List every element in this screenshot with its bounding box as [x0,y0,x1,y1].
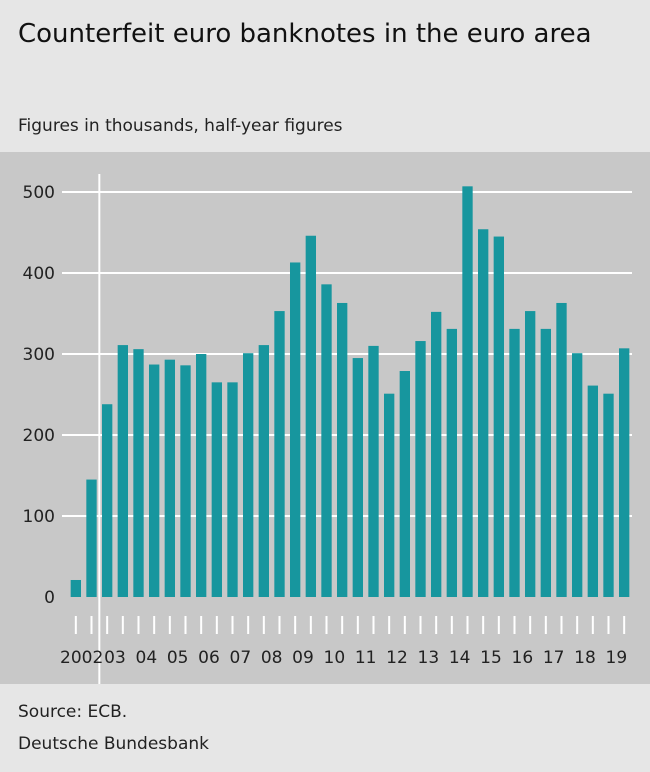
bar-2019-h1 [603,393,614,597]
bar-2010-h1 [321,284,332,597]
bar-2007-h1 [227,382,238,597]
bar-2011-h2 [368,345,379,597]
bar-2015-h2 [493,236,505,598]
bar-2008-h1 [258,345,270,597]
y-tick-label: 100 [23,507,55,527]
bar-2002-h1 [70,579,82,597]
bar-2003-h1 [101,404,113,597]
x-axis-ticks: 2002 03 04 05 06 07 08 09 10 11 12 13 14 15 16 17 18 19 [60,616,627,668]
y-axis-ticks: 0 100 200 300 400 500 [23,183,55,608]
x-tick-label: 13 [418,648,440,668]
bar-2009-h1 [289,262,301,597]
y-tick-label: 0 [44,588,55,608]
chart-subtitle: Figures in thousands, half-year figures [18,116,343,136]
bar-2006-h1 [195,354,207,597]
publisher-name: Deutsche Bundesbank [18,734,209,754]
x-tick-label: 18 [574,648,596,668]
y-tick-label: 500 [23,183,55,203]
bar-2004-h2 [148,364,160,597]
bar-2014-h2 [462,186,473,597]
x-tick-label: 17 [543,648,565,668]
bar-2016-h2 [524,311,536,597]
chart-title: Counterfeit euro banknotes in the euro a… [18,19,592,49]
bar-2012-h1 [383,393,395,597]
y-tick-label: 300 [23,345,55,365]
bar-2007-h2 [242,353,254,597]
bar-2018-h1 [571,353,583,597]
x-tick-label: 11 [355,648,377,668]
bar-2018-h2 [587,385,599,597]
y-tick-label: 400 [23,264,55,284]
bar-2013-h2 [430,311,442,597]
footer: Source: ECB. Deutsche Bundesbank [0,684,650,772]
x-tick-label: 15 [480,648,502,668]
bar-2019-h2 [618,348,630,597]
bar-2005-h2 [180,365,191,597]
bar-2013-h1 [415,341,426,597]
bar-2005-h1 [164,359,176,597]
bar-2016-h1 [509,328,520,597]
x-tick-label: 06 [198,648,220,668]
x-tick-label: 09 [292,648,314,668]
bar-2017-h1 [540,328,552,597]
x-tick-label: 04 [136,648,158,668]
bar-2014-h1 [446,328,458,597]
header: Counterfeit euro banknotes in the euro a… [0,0,650,152]
x-tick-label: 12 [386,648,408,668]
bar-2006-h2 [211,382,223,597]
bar-2015-h1 [477,229,489,597]
bar-2003-h2 [117,345,129,597]
x-tick-label: 14 [449,648,471,668]
bar-2010-h2 [336,302,348,597]
bar-2004-h1 [133,349,144,597]
bar-2009-h2 [305,235,317,597]
bar-series [70,186,630,598]
x-tick-label: 19 [606,648,628,668]
source-note: Source: ECB. [18,702,128,722]
bar-2017-h2 [556,302,567,597]
x-tick-label: 10 [324,648,346,668]
bar-chart: 0 100 200 300 400 500 2002 03 04 05 06 07 08 09 10 11 1… [23,174,632,684]
bar-2011-h1 [352,358,364,597]
chart-panel: 0 100 200 300 400 500 2002 03 04 05 06 07 08 09 10 11 1… [0,152,650,684]
bar-2008-h2 [274,311,285,597]
x-tick-label: 08 [261,648,283,668]
x-tick-label: 16 [512,648,534,668]
x-tick-label: 05 [167,648,189,668]
x-tick-label: 03 [104,648,126,668]
bar-2012-h2 [399,371,411,597]
bar-2002-h2 [86,479,97,597]
x-tick-label: 07 [230,648,252,668]
y-tick-label: 200 [23,426,55,446]
x-tick-label: 2002 [60,648,103,668]
